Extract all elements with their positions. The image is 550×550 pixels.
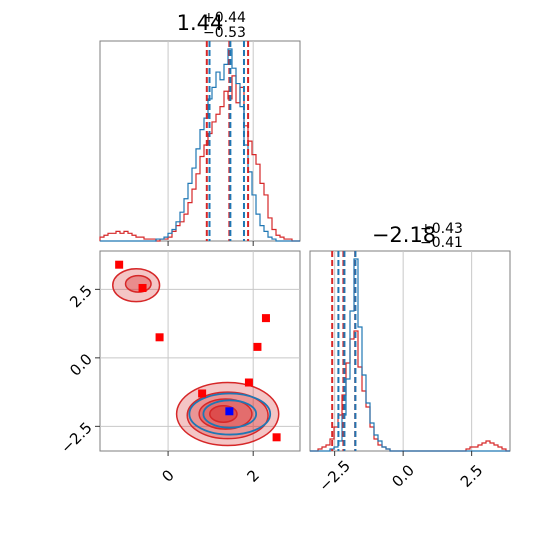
marginal-histogram-param1 bbox=[99, 40, 301, 246]
contour-red bbox=[124, 274, 152, 293]
y-tick-label: −2.5 bbox=[57, 419, 95, 457]
title-median: 1.44 bbox=[177, 11, 224, 35]
red-square-marker bbox=[253, 342, 262, 351]
title-minus-error: −0.41 bbox=[420, 235, 463, 251]
red-square-marker bbox=[198, 389, 207, 398]
red-square-marker bbox=[272, 433, 281, 442]
marginal-title-param1: 1.44 bbox=[177, 11, 224, 35]
red-square-marker bbox=[244, 378, 253, 387]
x-tick-label: 2 bbox=[243, 466, 262, 485]
contour-blue bbox=[202, 399, 258, 429]
histogram-red bbox=[99, 75, 300, 242]
blue-square-marker bbox=[225, 407, 234, 416]
histogram-blue bbox=[100, 48, 300, 242]
red-square-marker bbox=[138, 283, 147, 292]
histogram-red bbox=[310, 330, 510, 452]
marginal-title-param2: −2.18 bbox=[372, 223, 436, 247]
contour-red bbox=[112, 268, 161, 303]
marginal-histogram-param2: −2.5 0.0 2.5 bbox=[309, 250, 511, 495]
contour-blue bbox=[188, 392, 272, 436]
title-plus-error: +0.44 bbox=[203, 10, 246, 26]
title-median: −2.18 bbox=[372, 223, 436, 247]
x-tick-label: 0.0 bbox=[388, 461, 418, 491]
panel-frame bbox=[99, 40, 301, 242]
title-minus-error: −0.53 bbox=[203, 25, 246, 41]
x-tick-label: 2.5 bbox=[457, 461, 487, 491]
red-square-marker bbox=[115, 260, 124, 269]
x-tick-label: −2.5 bbox=[315, 457, 353, 495]
x-tick-label: 0 bbox=[158, 466, 177, 485]
y-tick-label: 0.0 bbox=[66, 350, 96, 380]
panel-frame bbox=[309, 250, 511, 452]
red-square-marker bbox=[155, 333, 164, 342]
red-square-marker bbox=[261, 314, 270, 323]
histogram-blue bbox=[310, 258, 510, 452]
title-plus-error: +0.43 bbox=[420, 221, 463, 237]
panel-frame bbox=[99, 250, 301, 452]
joint-contour-panel: 0 2 2.5 0.0 −2.5 bbox=[57, 250, 301, 486]
y-tick-label: 2.5 bbox=[66, 282, 96, 312]
